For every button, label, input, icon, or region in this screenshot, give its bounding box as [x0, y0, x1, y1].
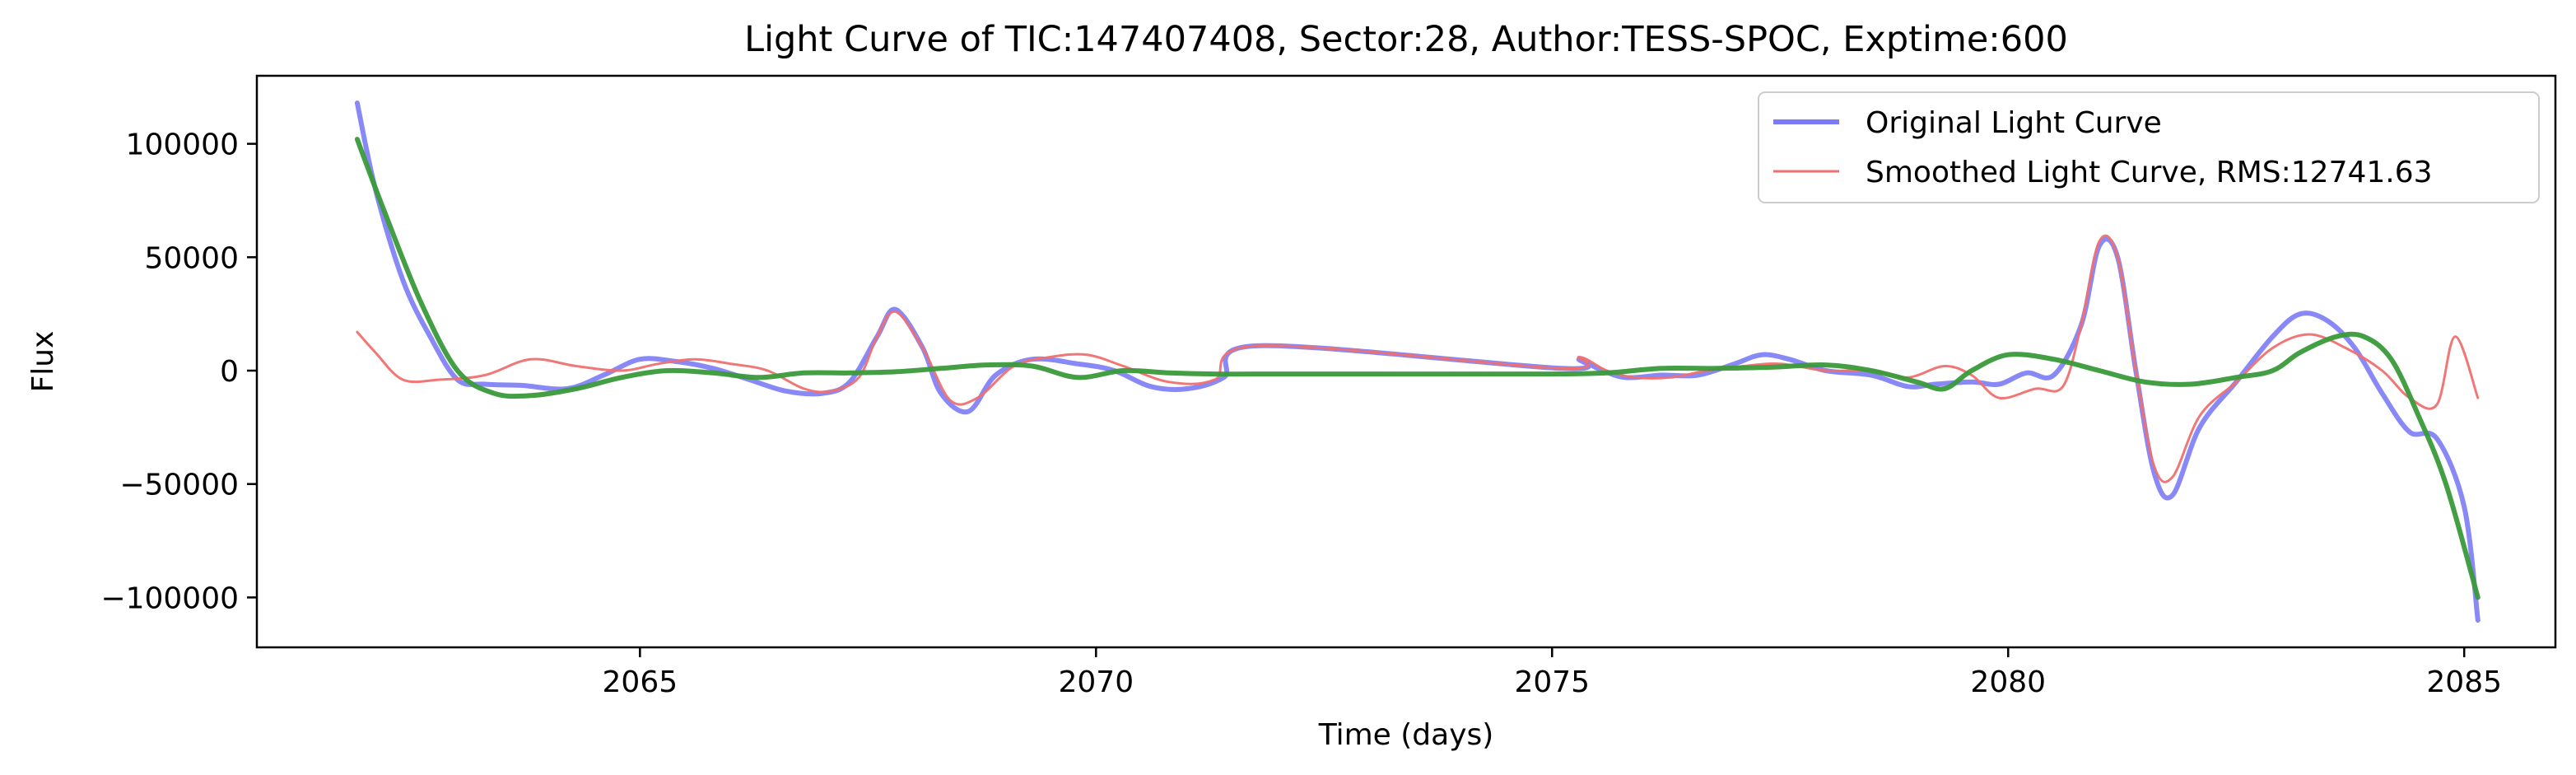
y-tick-label: 100000: [126, 128, 239, 162]
x-axis-ticks: 2065 2070 2075 2080 2085: [603, 647, 2502, 699]
series-group: [354, 100, 2481, 623]
x-tick-label: 2065: [603, 665, 678, 699]
legend: Original Light Curve Smoothed Light Curve…: [1758, 91, 2540, 203]
y-axis-label: Flux: [26, 331, 60, 393]
legend-box: [1758, 91, 2540, 203]
y-tick-label: −100000: [100, 581, 239, 615]
y-axis-ticks: −100000 −50000 0 50000 100000: [100, 128, 257, 615]
legend-label: Original Light Curve: [1866, 106, 2162, 140]
plot-frame: [255, 74, 2557, 649]
series-smoothed-light-curve: [356, 234, 2480, 483]
x-axis-label: Time (days): [1318, 718, 1494, 752]
x-tick-label: 2085: [2426, 665, 2502, 699]
series-green-curve: [354, 137, 2481, 600]
y-tick-label: 0: [220, 355, 239, 389]
chart-title: Light Curve of TIC:147407408, Sector:28,…: [744, 19, 2068, 60]
y-tick-label: 50000: [144, 241, 239, 275]
x-tick-label: 2080: [1970, 665, 2046, 699]
x-tick-label: 2070: [1058, 665, 1134, 699]
series-original-light-curve: [354, 100, 2481, 623]
x-tick-label: 2075: [1514, 665, 1590, 699]
plot-area: [255, 74, 2557, 649]
legend-label: Smoothed Light Curve, RMS:12741.63: [1866, 156, 2433, 189]
y-tick-label: −50000: [119, 469, 239, 502]
